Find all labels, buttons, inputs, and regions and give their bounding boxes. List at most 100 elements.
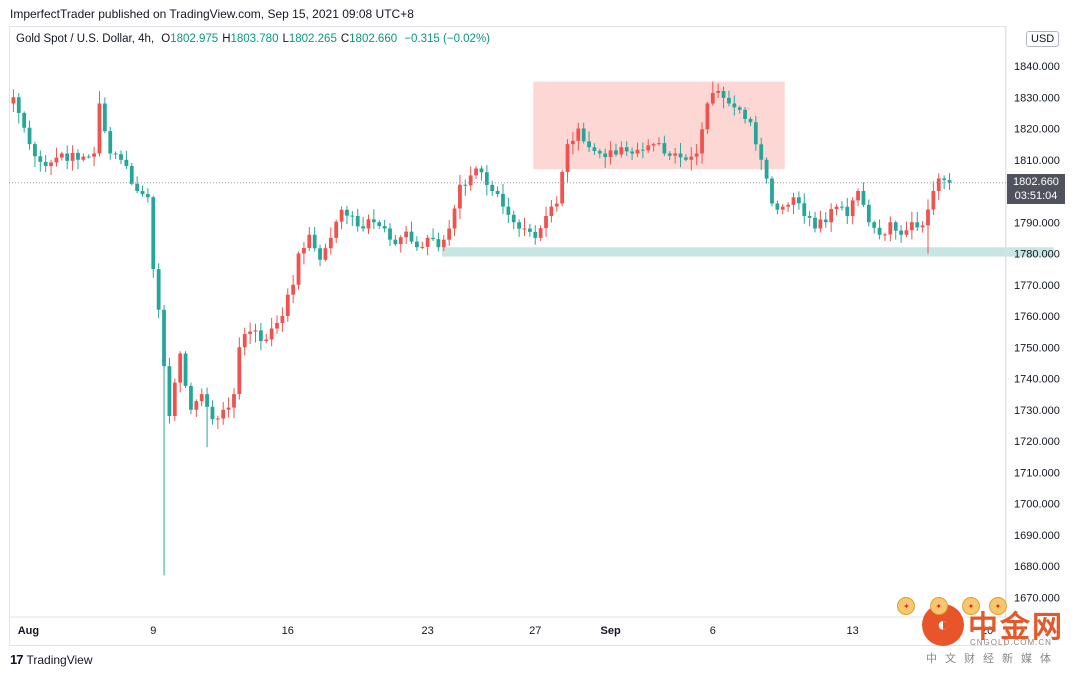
candle-body (872, 222, 877, 228)
candle (829, 203, 834, 232)
candle (189, 382, 193, 415)
candle-body (667, 153, 672, 156)
candle-body (522, 228, 527, 230)
candle (667, 151, 672, 161)
y-tick-label: 1820.000 (1014, 124, 1060, 136)
candle-body (748, 118, 753, 123)
candle-body (296, 253, 301, 285)
candle-body (124, 159, 129, 166)
candle (242, 327, 247, 356)
candle (162, 305, 166, 576)
candle (199, 388, 204, 407)
y-tick-label: 1770.000 (1014, 280, 1060, 292)
candle (920, 220, 925, 233)
candle (888, 216, 893, 242)
candle-body (775, 203, 780, 210)
candle (823, 212, 828, 228)
currency-button[interactable]: USD (1026, 31, 1060, 47)
candle-body (253, 330, 258, 332)
candle-body (366, 219, 371, 229)
x-tick-label: Aug (18, 625, 39, 637)
candle (936, 173, 941, 200)
candle (11, 89, 16, 112)
candle (893, 220, 898, 240)
candle-body (167, 366, 172, 416)
candle (732, 95, 737, 116)
candle (474, 166, 478, 179)
us-flag-event-icon[interactable]: ✦ (897, 597, 916, 615)
tradingview-logo[interactable]: 17 TradingView (10, 652, 93, 667)
candle (743, 107, 747, 124)
candle (447, 220, 452, 246)
x-tick-label: 13 (847, 625, 859, 637)
candle (431, 228, 435, 241)
y-tick-label: 1680.000 (1014, 561, 1060, 573)
x-tick-label: 9 (150, 625, 156, 637)
candle-body (248, 331, 253, 334)
candle (463, 179, 468, 196)
axis-layer: 1840.0001830.0001820.0001810.0001800.000… (9, 26, 1060, 646)
candle-body (850, 200, 855, 216)
candle (678, 142, 683, 168)
last-price-tag: 1802.660 03:51:04 (1007, 174, 1065, 204)
candle (942, 175, 947, 190)
candle (560, 169, 565, 207)
candle (710, 81, 715, 106)
candle (834, 204, 839, 216)
candle-body (398, 237, 403, 245)
candle-body (113, 153, 118, 155)
candle-body (156, 269, 161, 310)
candle-body (554, 203, 559, 207)
candle-body (786, 204, 791, 207)
candle-body (452, 208, 457, 229)
candle-body (538, 228, 543, 238)
candle-body (226, 407, 231, 410)
candle-body (770, 178, 774, 204)
candle (280, 307, 285, 332)
watermark-sub: 中文财经新媒体 (926, 652, 1059, 665)
candle (172, 378, 177, 421)
candle-body (307, 234, 312, 249)
us-flag-event-icon[interactable]: ✦ (962, 597, 981, 615)
x-tick-label: 16 (282, 625, 294, 637)
candle-body (544, 216, 548, 229)
y-tick-label: 1710.000 (1014, 467, 1060, 479)
y-tick-label: 1790.000 (1014, 217, 1060, 229)
us-flag-event-icon[interactable]: ✦ (929, 597, 948, 615)
candle-body (285, 294, 290, 316)
candle-body (533, 231, 538, 238)
y-tick-label: 1740.000 (1014, 374, 1060, 386)
candle-body (302, 248, 306, 254)
candle-body (119, 154, 123, 160)
candle (592, 143, 597, 155)
y-tick-label: 1830.000 (1014, 92, 1060, 104)
candle-body (840, 206, 844, 208)
candle (565, 139, 570, 183)
candle (791, 192, 796, 215)
candle-body (458, 184, 462, 209)
candle-body (630, 151, 634, 154)
candle (398, 235, 403, 253)
candle (409, 221, 414, 245)
candle-body (947, 180, 952, 183)
us-flag-event-icon[interactable]: ✦ (988, 597, 1007, 615)
candle-body (727, 97, 731, 104)
candle-body (899, 230, 903, 235)
candle (22, 111, 27, 133)
publisher-line: ImperfectTrader published on TradingView… (10, 7, 414, 21)
candle-body (415, 241, 419, 248)
candle-body (409, 231, 414, 242)
candle (840, 201, 844, 211)
candle-body (22, 112, 27, 128)
candle-body (183, 353, 188, 386)
open-label: O (161, 33, 171, 45)
candle (232, 388, 236, 419)
candle (140, 185, 145, 197)
candle-body (657, 143, 661, 145)
candle-body (146, 194, 150, 198)
candle-body (199, 394, 204, 402)
candle (452, 204, 457, 236)
candle (796, 191, 801, 210)
candle-body (81, 156, 86, 160)
